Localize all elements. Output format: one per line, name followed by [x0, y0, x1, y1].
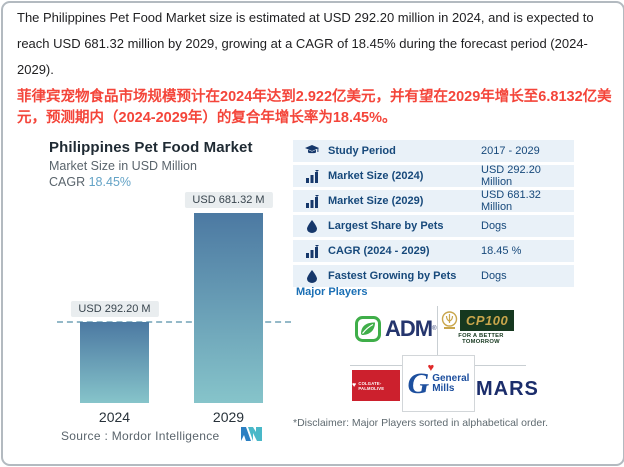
logo-grid-divider-vertical: [437, 306, 438, 366]
intro-text-chinese-translation: 菲律宾宠物食品市场规模预计在2024年达到2.922亿美元，并有望在2029年增…: [17, 89, 612, 126]
colgate-palmolive-logo: ♥ COLGATE-PALMOLIVE: [352, 370, 400, 401]
fact-value: 18.45 %: [481, 245, 522, 257]
fact-label: Market Size (2029): [328, 195, 424, 207]
general-mills-logo: G ♥ General Mills: [402, 355, 475, 412]
cp-wordmark: CP100: [460, 310, 515, 331]
bar-chart-icon: [305, 169, 319, 183]
bar-value-label: USD 681.32 M: [184, 192, 273, 208]
cagr-line: CAGR 18.45%: [49, 175, 297, 189]
bar-plot-area: USD 292.20 M 2024 USD 681.32 M 2029: [49, 139, 297, 451]
graduation-cap-icon: [305, 144, 319, 158]
general-mills-line2: Mills: [432, 382, 455, 394]
chart-title: Philippines Pet Food Market: [49, 139, 253, 156]
droplet-icon: [305, 269, 319, 283]
fact-label: Market Size (2024): [328, 170, 424, 182]
bar-2024: [80, 322, 149, 403]
reference-dashed-line: [57, 321, 291, 323]
fact-value: USD 292.20 Million: [481, 164, 541, 188]
fact-value: 2017 - 2029: [481, 145, 540, 157]
fact-label: Fastest Growing by Pets: [328, 270, 457, 282]
intro-text-english: The Philippines Pet Food Market size is …: [17, 10, 594, 77]
colgate-heart-icon: ♥: [352, 382, 357, 389]
fact-row: CAGR (2024 - 2029) 18.45 %: [293, 240, 574, 262]
droplet-icon: [305, 219, 319, 233]
cagr-label: CAGR: [49, 175, 86, 189]
fact-row: Market Size (2024) USD 292.20 Million: [293, 164, 574, 188]
adm-leaf-icon: [355, 316, 381, 342]
cp-logo-row: CP100: [441, 310, 521, 331]
cp-foods-logo: CP100 FOR A BETTER TOMORROW: [441, 310, 521, 345]
bar-2029: [194, 213, 263, 403]
market-size-chart: Philippines Pet Food Market Market Size …: [49, 139, 297, 451]
adm-wordmark: ADM: [385, 316, 433, 341]
fact-row: Largest Share by Pets Dogs: [293, 215, 574, 237]
fact-label: Study Period: [328, 145, 396, 157]
cagr-value: 18.45%: [88, 175, 132, 189]
x-axis-label: 2029: [212, 409, 245, 425]
bar-chart-icon: [305, 194, 319, 208]
fact-value: Dogs: [481, 220, 507, 232]
x-axis-label: 2024: [98, 409, 131, 425]
cp-emblem-icon: [441, 311, 458, 329]
bar-value-label: USD 292.20 M: [70, 301, 159, 317]
players-disclaimer: *Disclaimer: Major Players sorted in alp…: [293, 417, 549, 429]
colgate-wordmark: COLGATE-PALMOLIVE: [358, 380, 385, 391]
fact-label: CAGR (2024 - 2029): [328, 245, 430, 257]
adm-registered-mark: ®: [432, 326, 437, 332]
colgate-wordmark-row: ♥ COLGATE-PALMOLIVE: [352, 381, 400, 391]
fact-label: Largest Share by Pets: [328, 220, 444, 232]
source-text: Source : Mordor Intelligence: [61, 429, 220, 443]
cp-tagline: FOR A BETTER TOMORROW: [458, 333, 504, 345]
mars-logo: MARS: [476, 378, 539, 400]
general-mills-line1: General: [432, 372, 470, 384]
bar-chart-icon: [305, 244, 319, 258]
major-players-heading: Major Players: [296, 286, 368, 298]
key-facts-table: Study Period 2017 - 2029 Market Size (2024…: [293, 140, 574, 290]
fact-row: Fastest Growing by Pets Dogs: [293, 265, 574, 287]
mordor-intelligence-logo: [241, 427, 262, 441]
chart-subtitle: Market Size in USD Million: [49, 159, 197, 173]
fact-value: USD 681.32 Million: [481, 189, 541, 213]
general-mills-wordmark: General Mills: [432, 372, 470, 394]
adm-logo: ADM ®: [355, 316, 437, 342]
fact-row: Market Size (2029) USD 681.32 Million: [293, 189, 574, 213]
fact-value: Dogs: [481, 270, 507, 282]
general-mills-g-monogram: G ♥: [407, 361, 435, 400]
general-mills-heart-icon: ♥: [427, 361, 435, 374]
fact-row: Study Period 2017 - 2029: [293, 140, 574, 162]
